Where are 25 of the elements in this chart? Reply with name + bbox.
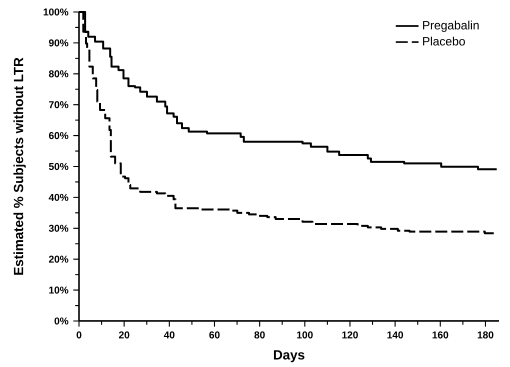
x-tick-label: 160 bbox=[432, 331, 448, 338]
x-tick-label: 120 bbox=[342, 331, 358, 338]
x-tick-label: 80 bbox=[254, 331, 265, 338]
y-tick-label: 60% bbox=[48, 132, 68, 140]
x-tick-label: 40 bbox=[164, 331, 174, 338]
y-tick-label: 0% bbox=[54, 317, 68, 325]
y-tick-label: 40% bbox=[48, 194, 68, 201]
y-tick-label: 70% bbox=[49, 101, 68, 108]
y-tick-label: 90% bbox=[48, 39, 68, 46]
x-tick-label: 0 bbox=[76, 331, 82, 338]
x-axis-title: Days bbox=[274, 350, 304, 362]
y-tick-label: 20% bbox=[48, 256, 68, 263]
y-tick-label: 30% bbox=[48, 224, 68, 232]
y-tick-label: 80% bbox=[48, 70, 68, 78]
legend-label: Pregabalin bbox=[423, 20, 479, 32]
y-tick-label: 100% bbox=[44, 8, 68, 16]
y-tick-label: 10% bbox=[49, 286, 68, 294]
x-tick-label: 20 bbox=[118, 331, 130, 338]
x-tick-label: 180 bbox=[478, 331, 494, 338]
legend-label: Placebo bbox=[423, 36, 465, 46]
x-tick-label: 60 bbox=[209, 331, 220, 338]
y-tick-label: 50% bbox=[48, 162, 68, 170]
x-tick-label: 140 bbox=[387, 331, 404, 338]
x-tick-label: 100 bbox=[297, 331, 313, 338]
y-axis-title: Estimated % Subjects without LTR bbox=[13, 58, 26, 275]
